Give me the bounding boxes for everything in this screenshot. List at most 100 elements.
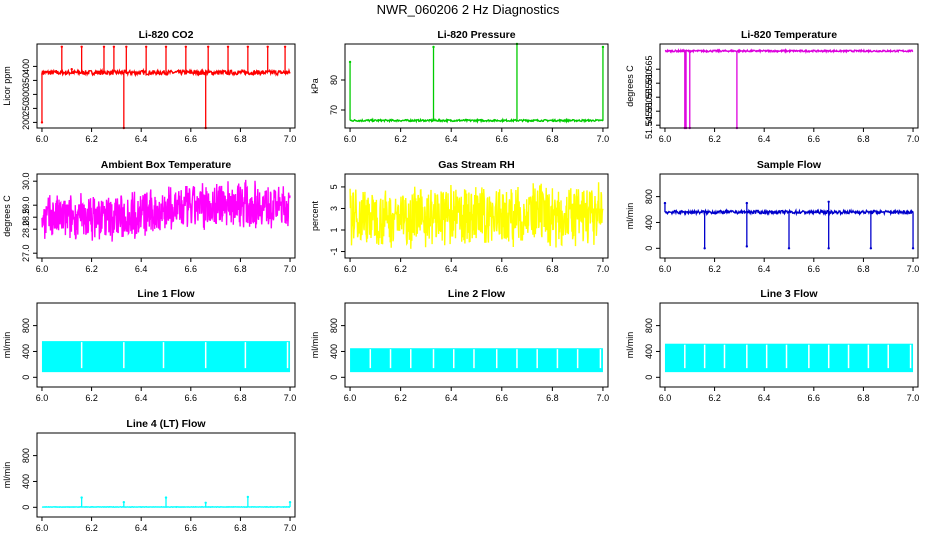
spike-point bbox=[432, 45, 435, 49]
x-tick-label: 6.4 bbox=[445, 264, 458, 274]
x-tick-label: 6.8 bbox=[546, 134, 559, 144]
y-tick-label: 800 bbox=[21, 448, 31, 463]
panel-line4: Line 4 (LT) Flow ml/min 6.0 6.2 6.4 6.6 6.8 7.0… bbox=[2, 418, 296, 533]
x-tick-label: 6.8 bbox=[857, 134, 870, 144]
x-tick-label: 6.6 bbox=[496, 264, 509, 274]
x-tick-label: 6.6 bbox=[808, 264, 821, 274]
y-tick-label: 250 bbox=[21, 101, 31, 116]
x-tick-label: 7.0 bbox=[907, 134, 920, 144]
x-tick-label: 6.2 bbox=[394, 393, 407, 403]
y-tick-label: 800 bbox=[21, 318, 31, 333]
panel-title: Li-820 Pressure bbox=[437, 29, 515, 41]
y-tick-label: 30.0 bbox=[21, 172, 31, 190]
x-tick-label: 6.6 bbox=[496, 393, 509, 403]
x-tick-label: 6.4 bbox=[135, 134, 148, 144]
spike-point bbox=[787, 247, 791, 250]
x-tick-label: 6.6 bbox=[808, 393, 821, 403]
x-tick-label: 6.0 bbox=[659, 264, 672, 274]
y-tick-label: 400 bbox=[644, 344, 654, 359]
spike-point bbox=[348, 60, 352, 64]
y-tick-label: 200 bbox=[21, 115, 31, 130]
series-line bbox=[41, 67, 291, 78]
x-tick-label: 6.4 bbox=[758, 134, 771, 144]
y-axis-label: ml/min bbox=[625, 332, 635, 359]
x-tick-label: 6.6 bbox=[185, 264, 198, 274]
spike-point bbox=[745, 201, 749, 205]
y-tick-label: 400 bbox=[644, 215, 654, 230]
y-axis-label: degrees C bbox=[625, 65, 635, 107]
series-line bbox=[349, 182, 604, 249]
x-tick-label: 6.0 bbox=[344, 134, 357, 144]
spike-point bbox=[288, 500, 292, 504]
spike-point bbox=[80, 45, 83, 48]
spike-point bbox=[663, 201, 667, 205]
plot-frame bbox=[344, 302, 609, 388]
y-axis-label: ml/min bbox=[310, 332, 320, 359]
spike-point bbox=[266, 45, 269, 48]
x-tick-label: 6.0 bbox=[36, 134, 49, 144]
y-tick-label: 29.0 bbox=[21, 196, 31, 214]
flow-band bbox=[41, 341, 291, 373]
spike-point bbox=[102, 45, 106, 48]
x-tick-label: 6.2 bbox=[85, 393, 98, 403]
x-tick-label: 7.0 bbox=[597, 393, 610, 403]
y-tick-label: 28.5 bbox=[21, 208, 31, 226]
panel-ambient: Ambient Box Temperature degrees C 6.0 6.2 6.… bbox=[2, 159, 296, 274]
main-title: NWR_060206 2 Hz Diagnostics bbox=[376, 2, 560, 17]
x-tick-label: 6.0 bbox=[344, 393, 357, 403]
x-tick-label: 6.0 bbox=[659, 134, 672, 144]
spike-point bbox=[601, 45, 605, 49]
x-tick-label: 6.4 bbox=[135, 523, 148, 533]
x-tick-label: 6.2 bbox=[708, 134, 721, 144]
x-tick-label: 6.6 bbox=[185, 523, 198, 533]
spike-point bbox=[246, 45, 250, 48]
panel-line2: Line 2 Flow ml/min 6.0 6.2 6.4 6.6 6.8 7.0 0 400 8… bbox=[310, 288, 609, 403]
panel-line3: Line 3 Flow ml/min 6.0 6.2 6.4 6.6 6.8 7.0 0 400 8… bbox=[625, 288, 919, 403]
y-tick-label: 800 bbox=[644, 189, 654, 204]
x-tick-label: 6.0 bbox=[659, 393, 672, 403]
y-tick-label: 0 bbox=[329, 375, 339, 380]
y-tick-label: 400 bbox=[21, 344, 31, 359]
spike-point bbox=[40, 121, 44, 124]
y-tick-label: 0 bbox=[21, 505, 31, 510]
x-tick-label: 6.2 bbox=[85, 523, 98, 533]
x-tick-label: 6.0 bbox=[344, 264, 357, 274]
y-tick-label: 51.545 bbox=[644, 111, 654, 139]
plot-frame bbox=[36, 432, 296, 518]
panel-title: Line 4 (LT) Flow bbox=[126, 418, 206, 430]
x-tick-label: 6.8 bbox=[234, 264, 247, 274]
x-tick-label: 6.2 bbox=[85, 264, 98, 274]
panel-temperature: Li-820 Temperature degrees C 6.0 6.2 6.4 6.6 6… bbox=[625, 29, 919, 144]
spike-point bbox=[60, 45, 64, 48]
panel-title: Line 3 Flow bbox=[760, 288, 818, 300]
panel-pressure: Li-820 Pressure kPa 6.0 6.2 6.4 6.6 6.8 7.0 70 80 bbox=[310, 29, 609, 144]
y-axis-label: Licor ppm bbox=[2, 66, 12, 106]
x-tick-label: 6.4 bbox=[135, 264, 148, 274]
panel-sample: Sample Flow ml/min 6.0 6.2 6.4 6.6 6.8 7.0 0 400 8… bbox=[625, 159, 919, 274]
spike-point bbox=[827, 247, 830, 250]
y-tick-label: 3 bbox=[329, 206, 339, 211]
panel-rh: Gas Stream RH percent 6.0 6.2 6.4 6.6 6.8 7.0 -1… bbox=[310, 159, 609, 274]
y-tick-label: 300 bbox=[21, 87, 31, 102]
y-axis-label: kPa bbox=[310, 78, 320, 94]
x-tick-label: 6.0 bbox=[36, 393, 49, 403]
spike-point bbox=[164, 496, 168, 499]
series-line bbox=[664, 48, 914, 54]
x-tick-label: 7.0 bbox=[907, 264, 920, 274]
panel-line1: Line 1 Flow ml/min 6.0 6.2 6.4 6.6 6.8 7.0 0 400 8… bbox=[2, 288, 296, 403]
x-tick-label: 7.0 bbox=[284, 523, 297, 533]
x-tick-label: 6.8 bbox=[546, 264, 559, 274]
y-tick-label: 1 bbox=[329, 227, 339, 232]
spike-point bbox=[122, 500, 126, 504]
series-line bbox=[349, 117, 604, 124]
plot-frame bbox=[659, 173, 919, 259]
y-tick-label: 28.0 bbox=[21, 220, 31, 238]
spike-point bbox=[703, 247, 706, 250]
x-tick-label: 6.8 bbox=[234, 523, 247, 533]
y-tick-label: 51.550 bbox=[644, 97, 654, 125]
y-tick-label: -1 bbox=[329, 248, 339, 256]
x-tick-label: 7.0 bbox=[284, 264, 297, 274]
x-tick-label: 6.4 bbox=[758, 393, 771, 403]
y-tick-label: 70 bbox=[329, 105, 339, 115]
panel-title: Line 2 Flow bbox=[448, 288, 506, 300]
